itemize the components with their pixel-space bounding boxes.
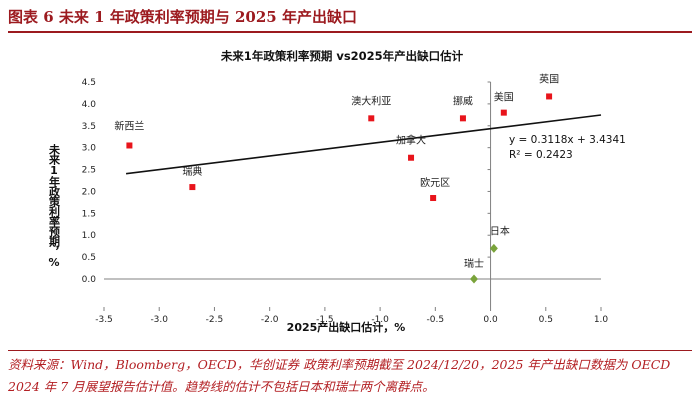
y-axis-label: 未来1年政策利率预期，% [48, 143, 62, 268]
y-tick-label: 1.0 [82, 231, 97, 241]
point-瑞典 [189, 184, 196, 191]
x-tick-label: 0.0 [483, 315, 498, 325]
scatter-chart: 未来1年政策利率预期 vs2025年产出缺口估计 -3.5 -3.0 -2.5 -2.… [48, 49, 626, 334]
point-加拿大 [408, 154, 415, 161]
x-tick-label: -3.5 [95, 315, 113, 325]
point-新西兰 [126, 142, 133, 149]
x-tick-label: 1.0 [594, 315, 609, 325]
point-label-挪威: 挪威 [453, 94, 473, 107]
point-美国 [500, 109, 507, 116]
point-label-欧元区: 欧元区 [420, 177, 450, 189]
point-label-新西兰: 新西兰 [114, 119, 144, 132]
point-label-日本: 日本 [490, 224, 510, 237]
figure-header: 图表 6 未来 1 年政策利率预期与 2025 年产出缺口 [8, 6, 692, 28]
y-tick-label: 1.5 [82, 209, 96, 219]
y-tick-label: 0.5 [82, 253, 96, 263]
x-tick-label: -2.0 [261, 315, 279, 325]
data-points [126, 93, 553, 284]
y-tick-label: 3.5 [82, 122, 96, 132]
point-label-瑞典: 瑞典 [182, 165, 202, 178]
trendline-group [125, 114, 602, 175]
y-tick-label: 4.5 [82, 78, 96, 88]
point-label-加拿大: 加拿大 [396, 134, 426, 147]
x-tick-label: 0.5 [539, 315, 553, 325]
y-tick-label: 0.0 [82, 275, 97, 285]
title-divider [8, 31, 692, 33]
point-label-澳大利亚: 澳大利亚 [351, 94, 391, 107]
trendline [125, 114, 602, 175]
y-tick-label: 4.0 [82, 100, 97, 110]
axes [104, 82, 601, 307]
trendline-equation: y = 0.3118x + 3.4341 [509, 134, 626, 146]
y-axis-ticks: 0.0 0.5 1.0 1.5 2.0 2.5 3.0 3.5 4.0 4.5 [82, 78, 491, 285]
x-tick-label: -1.0 [371, 315, 389, 325]
point-瑞士 [469, 274, 478, 284]
point-label-美国: 美国 [494, 91, 514, 104]
y-tick-label: 2.0 [82, 187, 97, 197]
y-tick-label: 3.0 [82, 144, 97, 154]
trendline-r-squared: R² = 0.2423 [509, 149, 573, 161]
x-tick-label: -2.5 [206, 315, 224, 325]
x-tick-label: -0.5 [427, 315, 445, 325]
point-label-英国: 英国 [539, 72, 559, 85]
figure-title: 图表 6 未来 1 年政策利率预期与 2025 年产出缺口 [8, 8, 357, 26]
x-axis-label: 2025产出缺口估计，% [287, 320, 406, 334]
point-英国 [546, 93, 553, 100]
point-澳大利亚 [368, 115, 375, 122]
point-挪威 [459, 115, 466, 122]
note-divider [8, 350, 692, 351]
chart-container: 未来1年政策利率预期 vs2025年产出缺口估计 -3.5 -3.0 -2.5 -2.… [0, 34, 700, 348]
chart-title: 未来1年政策利率预期 vs2025年产出缺口估计 [220, 49, 464, 63]
point-label-瑞士: 瑞士 [464, 257, 484, 270]
point-欧元区 [430, 195, 437, 202]
x-tick-label: -3.0 [150, 315, 168, 325]
x-axis-ticks: -3.5 -3.0 -2.5 -2.0 -1.5 -1.0 -0.5 0.0 0.5 1.0 [95, 307, 608, 325]
source-note: 资料来源：Wind，Bloomberg，OECD，华创证券 政策利率预期截至 2… [8, 357, 671, 394]
y-tick-label: 2.5 [82, 166, 96, 176]
x-tick-label: -1.5 [316, 315, 334, 325]
point-日本 [489, 243, 498, 253]
